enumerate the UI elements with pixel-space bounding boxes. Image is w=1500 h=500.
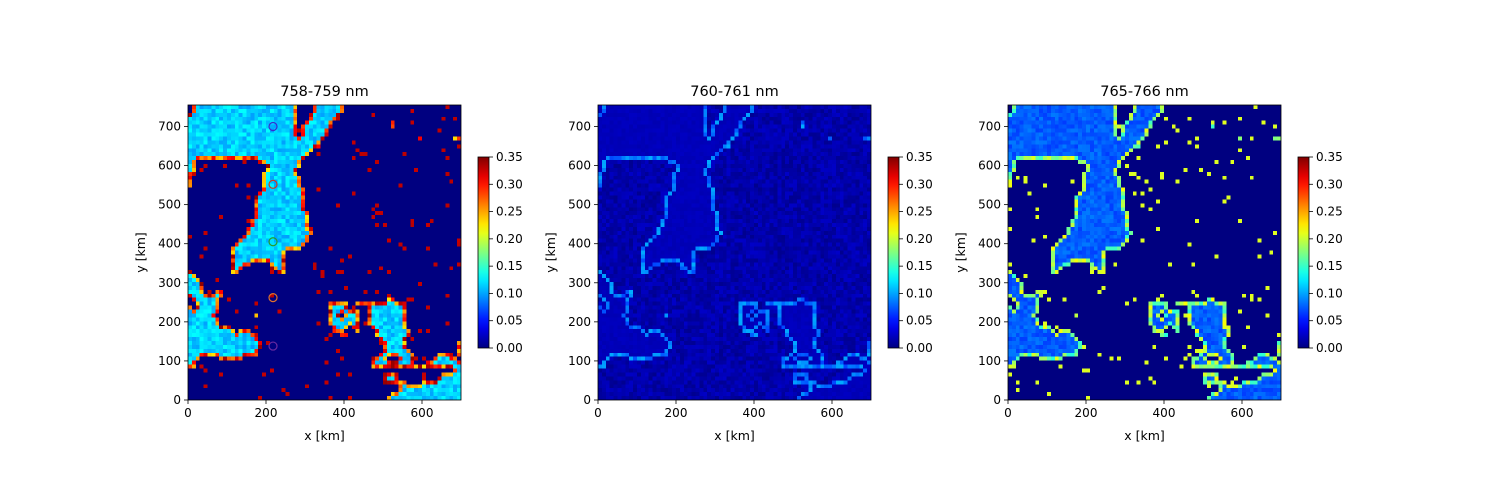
heatmap-image — [1008, 105, 1281, 400]
y-tick-label: 0 — [993, 393, 1001, 407]
axes-frame — [597, 104, 872, 401]
y-tick-label: 200 — [158, 315, 181, 329]
colorbar-tick-label: 0.10 — [1316, 286, 1343, 300]
colorbar-tick-label: 0.30 — [496, 177, 523, 191]
colorbar-tick-label: 0.25 — [1316, 205, 1343, 219]
colorbar-tick-label: 0.20 — [496, 232, 523, 246]
marker-1 — [268, 121, 278, 132]
colorbar-tick-label: 0.05 — [906, 314, 933, 328]
colorbar-tick-label: 0.30 — [1316, 177, 1343, 191]
panel-title: 765-766 nm — [1100, 84, 1189, 100]
x-tick-label: 600 — [1231, 406, 1254, 420]
x-tick-label: 200 — [1075, 406, 1098, 420]
panel-3: 765-766 nm 0 200 400 600 0 100 200 300 400 500 600 7… — [953, 84, 1343, 443]
colorbar-tick-label: 0.10 — [906, 286, 933, 300]
y-tick-label: 0 — [583, 393, 591, 407]
y-tick-label: 400 — [978, 237, 1001, 251]
x-tick-label: 0 — [184, 406, 192, 420]
x-axis-label: x [km] — [714, 428, 755, 443]
y-tick-label: 500 — [158, 198, 181, 212]
y-tick-label: 600 — [158, 159, 181, 173]
x-tick-label: 0 — [1004, 406, 1012, 420]
y-axis-label: y [km] — [133, 232, 148, 273]
y-tick-label: 100 — [568, 354, 591, 368]
y-tick-label: 700 — [158, 119, 181, 133]
y-tick-label: 400 — [158, 237, 181, 251]
x-tick-label: 200 — [255, 406, 278, 420]
colorbar-tick-label: 0.35 — [1316, 150, 1343, 164]
colorbar-tick-label: 0.25 — [906, 205, 933, 219]
colorbar-tick-label: 0.30 — [906, 177, 933, 191]
marker-4 — [268, 293, 278, 303]
y-tick-label: 400 — [568, 237, 591, 251]
y-axis-label: y [km] — [953, 232, 968, 273]
x-axis-label: x [km] — [1124, 428, 1165, 443]
x-axis-label: x [km] — [304, 428, 345, 443]
marker-5 — [268, 341, 278, 351]
panel-2: 760-761 nm 0 200 400 600 0 100 200 300 400 500 600 7… — [543, 84, 933, 443]
marker-3 — [268, 237, 278, 247]
y-tick-label: 700 — [978, 119, 1001, 133]
y-tick-label: 700 — [568, 119, 591, 133]
axes-frame — [187, 104, 462, 401]
y-tick-label: 300 — [568, 276, 591, 290]
colorbar-tick-label: 0.35 — [496, 150, 523, 164]
colorbar-tick-label: 0.35 — [906, 150, 933, 164]
colorbar-tick-label: 0.20 — [1316, 232, 1343, 246]
y-tick-label: 200 — [568, 315, 591, 329]
colorbar-tick-label: 0.25 — [496, 205, 523, 219]
colorbar-tick-label: 0.05 — [1316, 314, 1343, 328]
y-tick-label: 100 — [978, 354, 1001, 368]
y-tick-label: 500 — [568, 198, 591, 212]
colorbar-tick-label: 0.15 — [906, 259, 933, 273]
y-tick-label: 100 — [158, 354, 181, 368]
colorbar-tick-label: 0.05 — [496, 314, 523, 328]
x-tick-label: 400 — [743, 406, 766, 420]
colorbar-tick-label: 0.15 — [1316, 259, 1343, 273]
colorbar-tick-label: 0.00 — [906, 341, 933, 355]
y-axis-label: y [km] — [543, 232, 558, 273]
panel-title: 760-761 nm — [690, 84, 779, 100]
y-tick-label: 300 — [158, 276, 181, 290]
colorbar — [1297, 156, 1310, 349]
x-tick-label: 400 — [1153, 406, 1176, 420]
colorbar-tick-label: 0.00 — [496, 341, 523, 355]
heatmap-image — [188, 105, 461, 400]
y-tick-label: 300 — [978, 276, 1001, 290]
y-tick-label: 200 — [978, 315, 1001, 329]
y-tick-label: 600 — [568, 159, 591, 173]
y-tick-label: 600 — [978, 159, 1001, 173]
x-tick-label: 0 — [594, 406, 602, 420]
y-tick-label: 500 — [978, 198, 1001, 212]
x-tick-label: 600 — [411, 406, 434, 420]
colorbar — [887, 156, 900, 349]
colorbar — [477, 156, 490, 349]
y-tick-label: 0 — [173, 393, 181, 407]
colorbar-tick-label: 0.15 — [496, 259, 523, 273]
heatmap-image — [598, 105, 871, 400]
marker-2 — [268, 179, 278, 189]
panel-1: 758-759 nm 0 200 400 600 0 100 200 300 400 500 600 7… — [133, 84, 523, 443]
colorbar-tick-label: 0.20 — [906, 232, 933, 246]
axes-frame — [1007, 104, 1282, 401]
x-tick-label: 400 — [333, 406, 356, 420]
x-tick-label: 200 — [665, 406, 688, 420]
colorbar-tick-label: 0.10 — [496, 286, 523, 300]
panel-title: 758-759 nm — [280, 84, 369, 100]
x-tick-label: 600 — [821, 406, 844, 420]
colorbar-tick-label: 0.00 — [1316, 341, 1343, 355]
